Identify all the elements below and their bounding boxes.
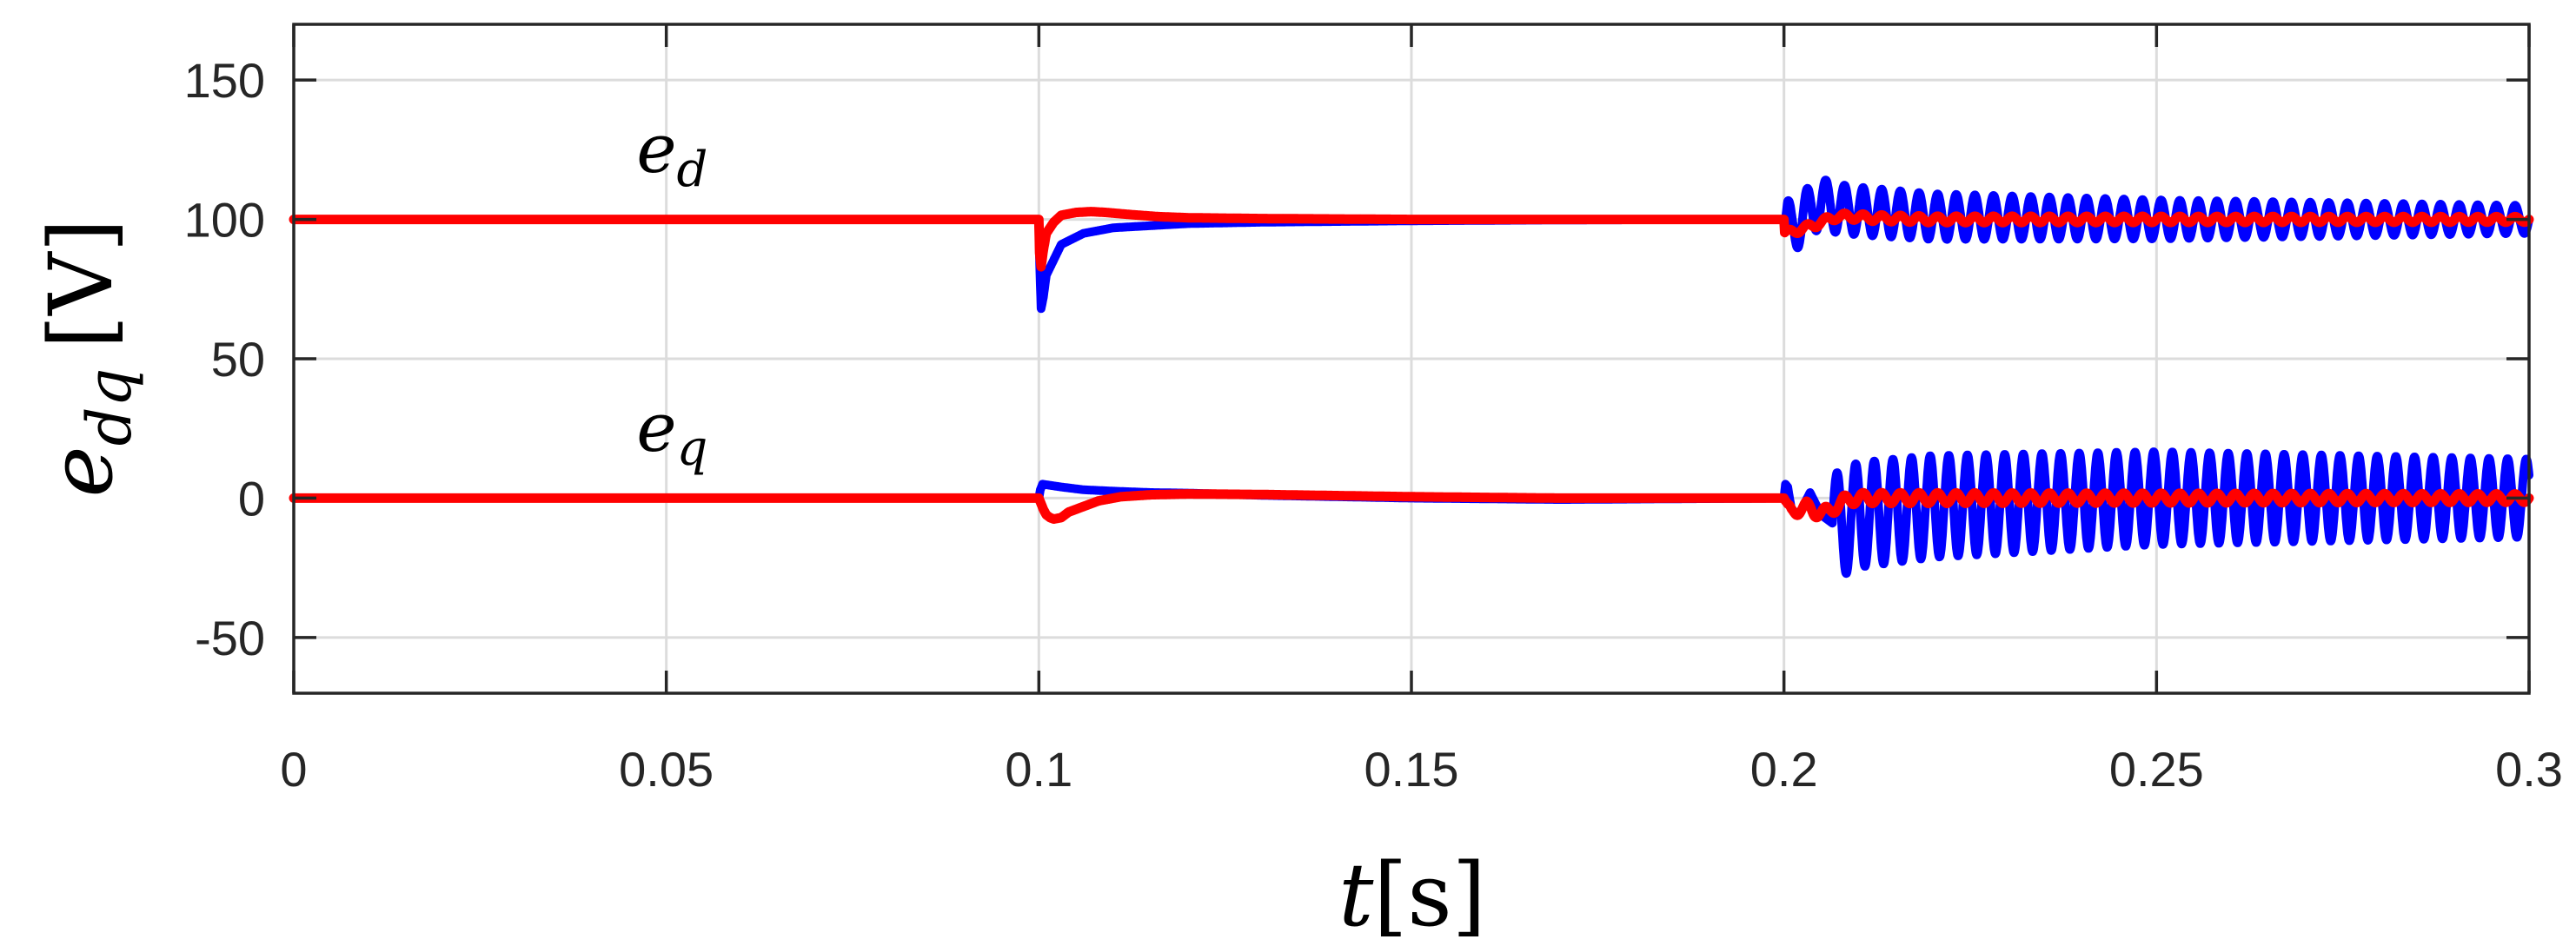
tick-labels: 0 0.05 0.1 0.15 0.2 0.25 0.3 -50 0 50 100 150 [184,53,2563,797]
y-tick-label: 100 [184,193,265,248]
y-tick-label: 50 [211,332,265,387]
annotation-sub: d [677,142,708,198]
x-axis-label-var: t [1338,844,1374,946]
x-axis-label-unit: [s] [1373,844,1485,946]
x-tick-label: 0 [280,742,307,797]
series-annotation: ed [636,110,707,198]
y-axis-label-unit: [V] [30,218,132,348]
series-group [289,175,2534,579]
series-annotation: eq [636,389,707,477]
series-line-4 [289,487,2534,524]
y-axis-label-sub: dq [74,368,145,447]
x-tick-label: 0.3 [2495,742,2563,797]
y-axis-label-var: e [30,446,132,497]
ticks [292,24,2531,693]
y-tick-label: 0 [238,471,265,526]
x-axis-label: t[s] [1338,844,1486,946]
x-tick-label: 0.1 [1005,742,1072,797]
annotation-var: e [636,389,676,467]
x-tick-label: 0.15 [1364,742,1459,797]
annotation-sub: q [677,420,708,477]
y-tick-label: 150 [184,53,265,108]
x-tick-label: 0.05 [619,742,714,797]
annotation-var: e [636,110,676,189]
series-line-3 [289,207,2534,272]
y-tick-label: -50 [195,611,265,665]
x-tick-label: 0.2 [1750,742,1818,797]
x-tick-label: 0.25 [2109,742,2204,797]
y-axis-label: edq [V] [30,218,145,497]
